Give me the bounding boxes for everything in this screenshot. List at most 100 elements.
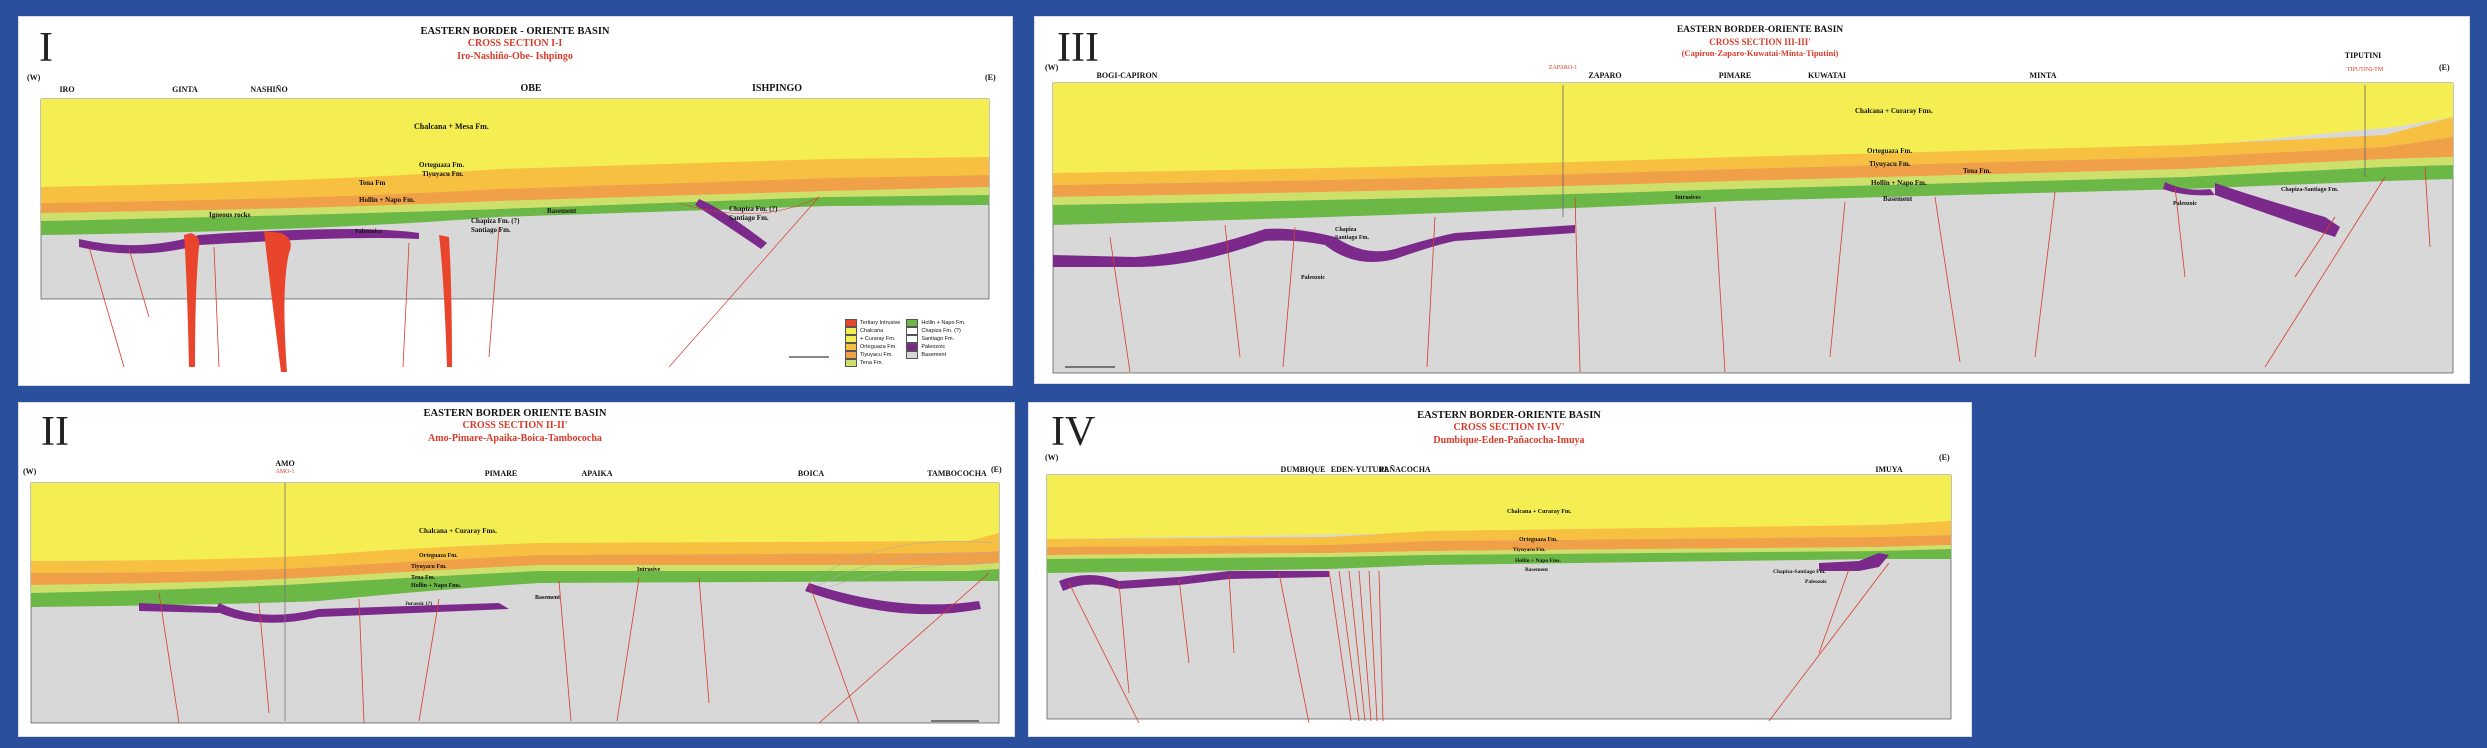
well-label: AMO-1 [275,469,295,475]
section-title-block: EASTERN BORDER - ORIENTE BASIN CROSS SEC… [365,25,665,63]
formation-label: Santiago Fm. [1335,235,1370,241]
formation-label: Paleozoic [2173,201,2197,207]
formation-label: Hollin + Napo Fms. [1515,558,1562,564]
location-label: DUMBIQUE [1280,465,1326,474]
location-label: NASHIÑO [250,85,288,94]
formation-label: Tiyuyacu Fm. [411,564,447,570]
location-label: OBE [520,83,542,94]
formation-label: Tena Fm [359,179,386,187]
section-title: EASTERN BORDER-ORIENTE BASIN [1676,25,1844,35]
location-label: IRO [59,85,75,94]
formation-label: Tiyuyacu Fm. [1513,547,1546,553]
east-marker: (E) [991,465,1002,474]
section-numeral: IV [1051,409,1096,455]
cross-section-diagram: Chalcana + Mesa Fm. Orteguaza Fm. Tiyuya… [40,98,990,372]
formation-label: Hollin + Napo Fms. [411,583,462,589]
legend-item: Santiago Fm. [906,335,965,343]
location-label: BOGI-CAPIRON [1096,71,1158,80]
section-subtitle: CROSS SECTION II-II' [462,420,568,432]
location-label: BOICA [797,469,825,478]
section-title-block: EASTERN BORDER ORIENTE BASIN CROSS SECTI… [355,407,675,445]
section-title: EASTERN BORDER - ORIENTE BASIN [420,26,610,37]
formation-label: Chapiza Fm. (?) [729,205,778,213]
section-title: EASTERN BORDER-ORIENTE BASIN [1417,410,1601,421]
formation-label: Orteguaza Fm. [419,553,458,559]
location-label: PIMARE [1718,71,1752,80]
legend-item: + Curaray Fm. [845,335,900,343]
formation-label: Santiago Fm. [471,226,511,234]
formation-label: Santiago Fm. [729,214,769,222]
legend-item: Orteguaza Fm. [845,343,900,351]
formation-label: Orteguaza Fm. [419,161,464,169]
formation-label: Chalcana + Curaray Fms. [1855,107,1933,115]
formation-label: Chalcana + Mesa Fm. [414,122,489,131]
formation-label: Hollin + Napo Fm. [1871,179,1927,187]
cross-section-panel-4: IV EASTERN BORDER-ORIENTE BASIN CROSS SE… [1028,402,1972,737]
location-label: TAMBOCOCHA [927,469,987,478]
formation-label: Tena Fm. [411,575,436,581]
formation-label: Orteguaza Fm. [1867,147,1912,155]
legend-item: Tertiary Intrusive [845,319,900,327]
formation-label: Chapiza-Santiago Fm. [2281,187,2339,193]
west-marker: (W) [1045,453,1059,462]
east-marker: (E) [1939,453,1950,462]
cross-section-diagram: Chalcana + Curaray Fms. Orteguaza Fm. Ti… [1052,82,2454,374]
section-route: Iro-Nashiño-Obe- Ishpingo [457,50,573,62]
formation-label: Intrusives [1675,195,1701,201]
legend-item: Paleozoic [906,343,965,351]
cross-section-diagram: Chalcana + Curaray Fm. Orteguaza Fm. Tiy… [1046,474,1952,724]
formation-label: Intrusive [637,567,661,573]
east-marker: (E) [985,73,996,82]
legend-item: Chapiza Fm. (?) [906,327,965,335]
section-route: (Capiron-Zaparo-Kuwatai-Minta-Tiputini) [1681,48,1839,59]
section-numeral: I [39,25,53,71]
location-label: PIMARE [484,469,518,478]
legend-item: Basement [906,351,965,359]
formation-label: Chapiza Fm. (?) [471,217,520,225]
formation-label: Jurassic (?) [405,600,432,607]
legend-item: Chalcana [845,327,900,335]
east-marker: (E) [2439,63,2450,72]
legend-item: Tena Fm. [845,359,900,367]
section-subtitle: CROSS SECTION III-III' [1709,36,1811,47]
section-route: Amo-Pimare-Apaika-Boica-Tambococha [428,432,602,444]
section-subtitle: CROSS SECTION IV-IV' [1453,422,1565,434]
location-label: PAÑACOCHA [1379,465,1431,474]
section-numeral: II [41,409,69,455]
section-subtitle: CROSS SECTION I-I [467,38,563,50]
legend: Tertiary Intrusive Chalcana + Curaray Fm… [845,319,995,367]
well-label: ZAPARO-1 [1548,65,1578,71]
section-title-block: EASTERN BORDER-ORIENTE BASIN CROSS SECTI… [1349,409,1669,447]
cross-section-panel-2: II EASTERN BORDER ORIENTE BASIN CROSS SE… [18,402,1015,737]
formation-label: Paleozoico [355,229,382,235]
formation-label: Basement [547,207,577,215]
west-marker: (W) [27,73,41,82]
formation-label: Igneous rocks [209,211,251,219]
formation-label: Chapiza-Santiago Fm. [1773,569,1826,575]
formation-label: Basement [535,595,560,601]
west-marker: (W) [1045,63,1059,72]
legend-item: Hollin + Napo Fm. [906,319,966,327]
formation-label: Paleozoic [1805,579,1828,585]
location-label: KUWATAI [1808,71,1846,80]
cross-section-diagram: Chalcana + Curaray Fms. Orteguaza Fm. Ti… [30,482,1000,724]
location-label: ZAPARO [1588,71,1622,80]
location-label: TIPUTINI [2344,51,2382,60]
formation-label: Tena Fm. [1963,167,1991,175]
formation-label: Basement [1525,567,1548,573]
legend-item: Tiyuyacu Fm. [845,351,900,359]
location-label: GINTA [172,85,198,94]
location-label: EDEN-YUTURI [1330,465,1388,474]
section-numeral: III [1057,25,1099,71]
formation-label: Orteguaza Fm. [1519,537,1558,543]
location-label: AMO [275,459,295,468]
formation-label: Basement [1883,195,1913,203]
well-label: TIPUTINI-TM [2346,67,2384,73]
section-title: EASTERN BORDER ORIENTE BASIN [423,408,607,419]
formation-label: Tiyuyacu Fm. [1869,160,1911,168]
section-route: Dumbique-Eden-Pañacocha-Imuya [1433,434,1585,446]
location-label: APAIKA [581,469,613,478]
formation-label: Chapiza [1335,227,1356,233]
section-title-block: EASTERN BORDER-ORIENTE BASIN CROSS SECTI… [1590,25,1930,59]
formation-label: Chalcana + Curaray Fm. [1507,509,1572,515]
